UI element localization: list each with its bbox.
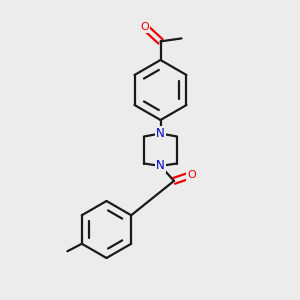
Text: O: O xyxy=(140,22,149,32)
Text: O: O xyxy=(187,170,196,180)
Text: N: N xyxy=(156,159,165,172)
Text: N: N xyxy=(156,127,165,140)
